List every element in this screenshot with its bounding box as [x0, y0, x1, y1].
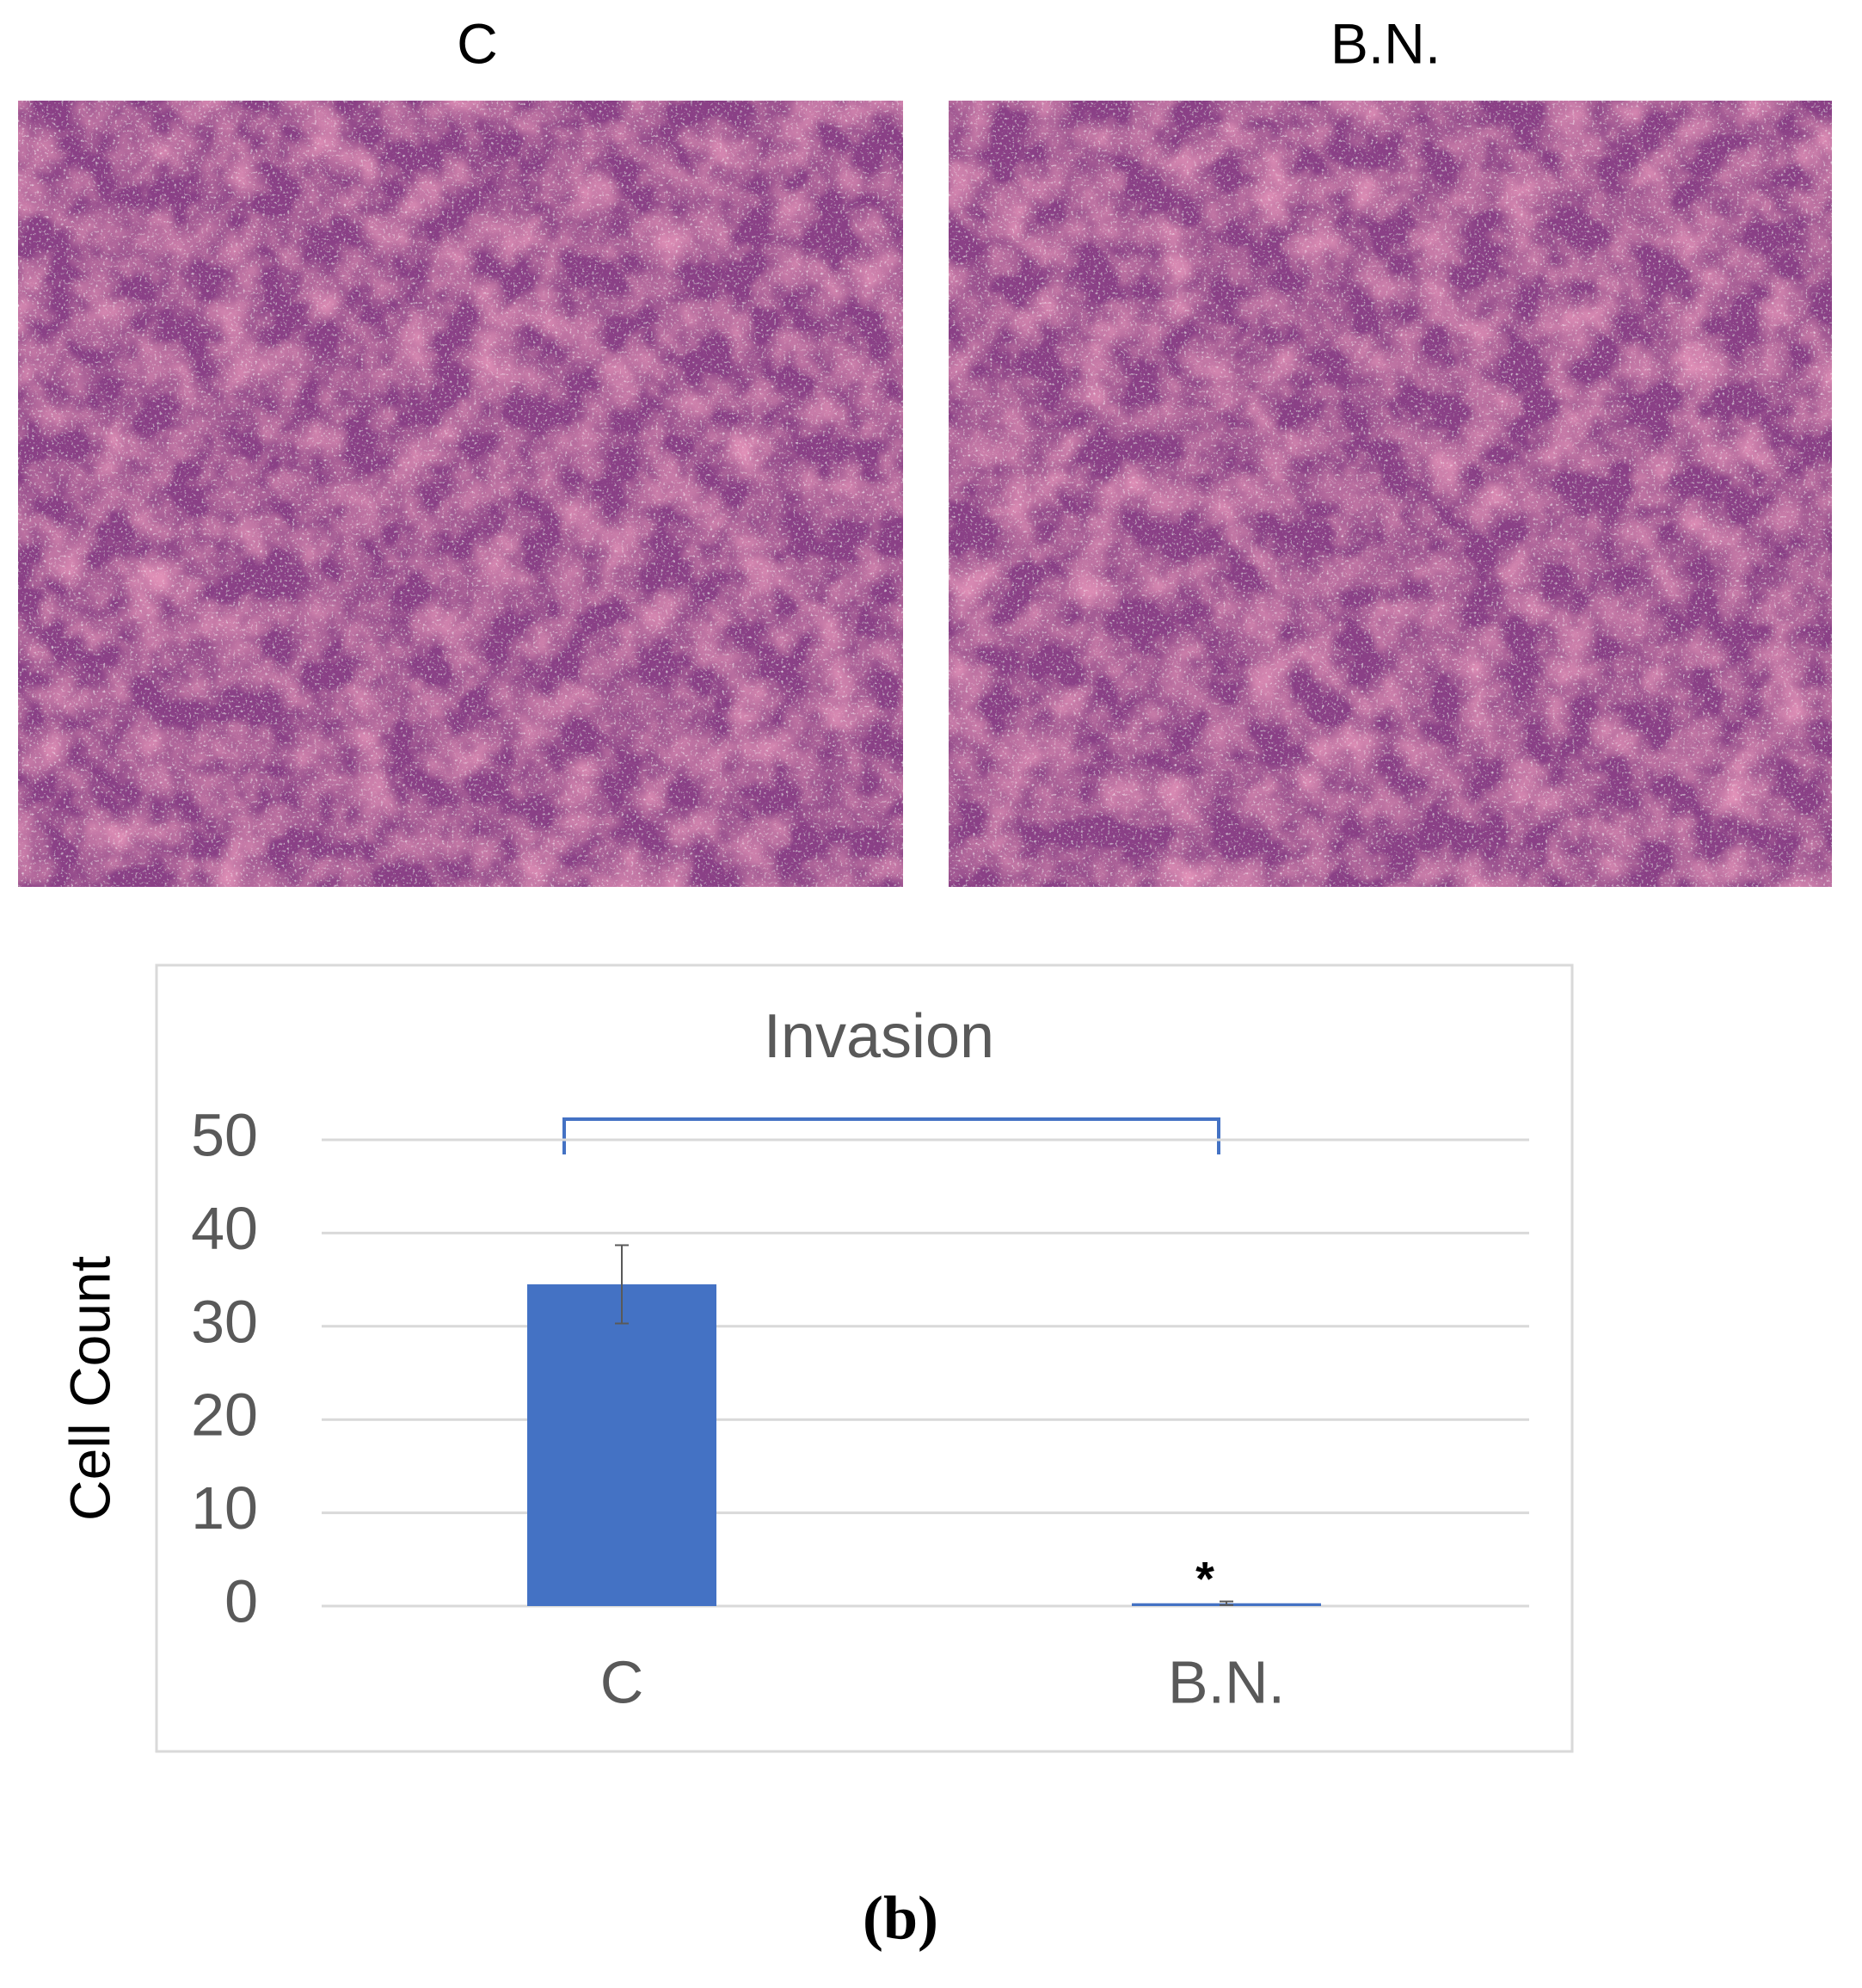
error-bar	[1220, 1600, 1233, 1606]
chart-frame	[155, 963, 1574, 1753]
y-tick-label: 10	[191, 1474, 258, 1542]
error-bar	[615, 1244, 629, 1325]
panel-title: B.N.	[1330, 11, 1441, 75]
y-tick-label: 30	[191, 1288, 258, 1355]
chart-title: Invasion	[764, 1002, 994, 1071]
annotation: *	[1195, 1552, 1214, 1606]
y-tick-label: 50	[191, 1101, 258, 1168]
y-tick-label: 0	[224, 1567, 258, 1634]
x-tick-label: B.N.	[1168, 1648, 1285, 1715]
y-tick-label: 40	[191, 1195, 258, 1262]
y-tick-label: 20	[191, 1382, 258, 1449]
panel-title: C	[457, 11, 498, 75]
micrograph	[949, 101, 1832, 887]
significance-bracket	[562, 1117, 1220, 1154]
bar	[527, 1284, 716, 1606]
y-axis-label: Cell Count	[58, 1256, 121, 1521]
caption: (b)	[863, 1884, 938, 1953]
micrograph	[18, 101, 903, 887]
x-tick-label: C	[600, 1648, 644, 1715]
